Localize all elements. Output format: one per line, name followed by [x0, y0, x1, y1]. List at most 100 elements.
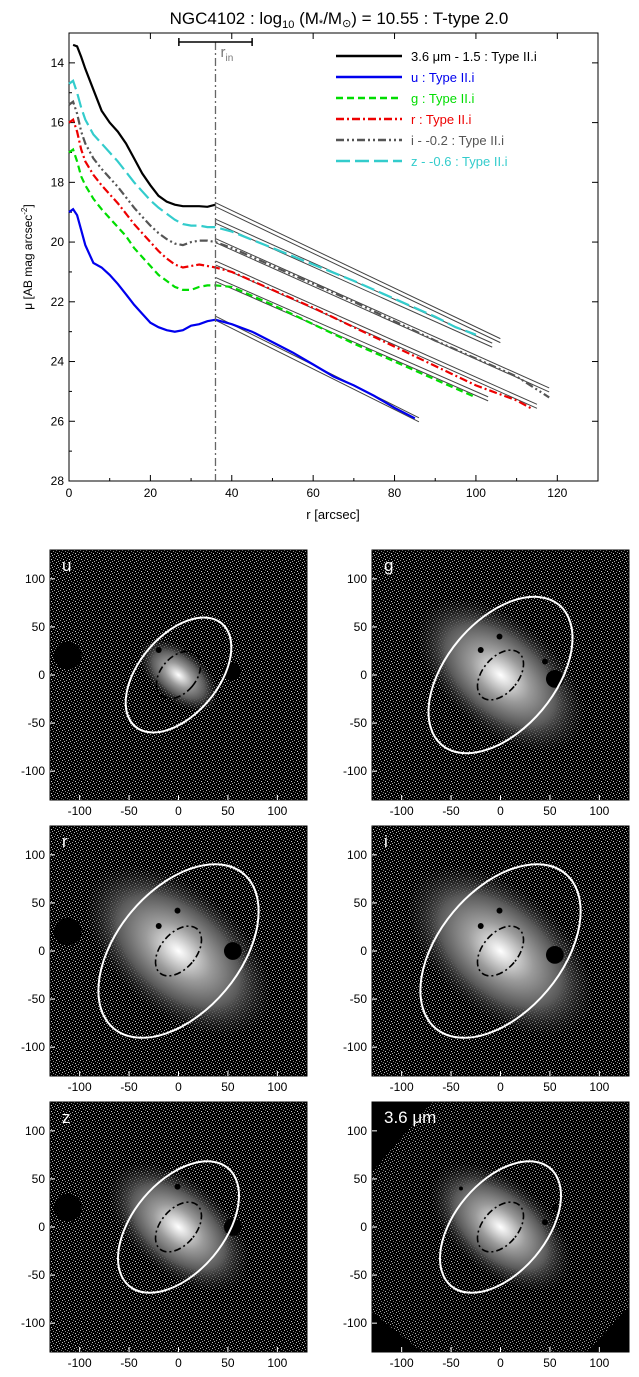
- y-tick-label: 50: [32, 620, 46, 634]
- y-tick-label: 24: [51, 355, 65, 369]
- y-tick-label: 20: [51, 235, 65, 249]
- image-panel-0: u -100 -50 0 50 100 100 50 0 -50 -100: [21, 549, 308, 818]
- y-tick-label: -50: [350, 1268, 368, 1282]
- y-tick-label: 26: [51, 414, 65, 428]
- x-tick-label: -50: [442, 804, 460, 818]
- y-tick-label: -100: [21, 764, 45, 778]
- galaxy-light: [406, 865, 595, 1037]
- y-tick-label: -100: [21, 1316, 45, 1330]
- star-mask: [542, 658, 548, 665]
- fit-line-upper: [215, 260, 538, 405]
- outer-ellipse: [419, 863, 582, 1039]
- fit-line-lower: [215, 319, 420, 423]
- y-tick-label: -50: [350, 992, 368, 1006]
- x-tick-label: 100: [589, 1356, 609, 1370]
- x-tick-label: -50: [120, 804, 138, 818]
- fit-line-upper: [215, 276, 489, 398]
- x-tick-label: 0: [175, 804, 182, 818]
- fit-line-upper: [215, 202, 501, 340]
- x-tick-label: -100: [390, 804, 414, 818]
- y-tick-label: -50: [28, 1268, 46, 1282]
- panel-label: 3.6 μm: [384, 1108, 436, 1127]
- x-tick-label: 120: [547, 486, 567, 500]
- series-line-3: [68, 117, 534, 411]
- x-tick-label: -100: [68, 804, 92, 818]
- x-tick-label: -50: [442, 1356, 460, 1370]
- y-tick-label: 14: [51, 56, 65, 70]
- series-line-0: [72, 43, 216, 208]
- chart-title: NGC4102 : log10 (M*/M⊙) = 10.55 : T-type…: [170, 9, 509, 31]
- series-line-4: [68, 99, 550, 399]
- x-tick-label: 80: [388, 486, 402, 500]
- y-tick-label: 0: [360, 668, 367, 682]
- star-mask: [155, 647, 162, 653]
- y-tick-label: 22: [51, 295, 65, 309]
- legend-label: g : Type II.i: [411, 91, 474, 106]
- x-axis-label: r [arcsec]: [306, 507, 359, 522]
- outer-ellipse: [97, 863, 260, 1039]
- axis-ticks: 0 20 40 60 80 100 120 14 16 18 20 22 24 26 28: [51, 32, 598, 500]
- y-tick-label: 0: [38, 944, 45, 958]
- image-panels: u -100 -50 0 50 100 100 50 0 -50 -100 g -100 -50 0 50 10…: [21, 549, 630, 1370]
- y-tick-label: 50: [354, 620, 368, 634]
- x-tick-label: 0: [497, 1080, 504, 1094]
- x-tick-label: 100: [589, 804, 609, 818]
- x-tick-label: 20: [144, 486, 158, 500]
- x-tick-label: 50: [543, 1080, 557, 1094]
- fit-line-upper: [215, 238, 550, 389]
- x-tick-label: 100: [589, 1080, 609, 1094]
- y-tick-label: -50: [28, 716, 46, 730]
- rin-label: rin: [220, 44, 233, 64]
- image-panel-2: r -100 -50 0 50 100 100 50 0 -50 -100: [21, 825, 308, 1094]
- x-tick-label: -50: [442, 1080, 460, 1094]
- outer-ellipse: [439, 1160, 562, 1294]
- y-tick-label: 50: [32, 896, 46, 910]
- x-tick-label: -50: [120, 1356, 138, 1370]
- x-tick-label: 100: [466, 486, 486, 500]
- x-tick-label: -100: [68, 1356, 92, 1370]
- star-mask: [458, 1186, 463, 1191]
- fit-line-lower: [215, 280, 489, 402]
- x-tick-label: -50: [120, 1080, 138, 1094]
- legend-label: r : Type II.i: [411, 112, 472, 127]
- y-tick-label: 28: [51, 474, 65, 488]
- galaxy-light: [429, 1162, 572, 1292]
- y-tick-label: 100: [347, 1124, 367, 1138]
- panel-label: i: [384, 832, 388, 851]
- rin-marker: rin: [178, 38, 253, 481]
- legend-label: 3.6 μm - 1.5 : Type II.i: [411, 49, 537, 64]
- x-tick-label: 0: [175, 1080, 182, 1094]
- star-mask: [477, 923, 484, 929]
- legend-label: u : Type II.i: [411, 70, 474, 85]
- y-tick-label: 0: [360, 1220, 367, 1234]
- series-lines: [68, 43, 550, 420]
- star-mask: [477, 647, 484, 653]
- series-line-5: [68, 79, 477, 336]
- fit-lines: [215, 202, 550, 423]
- image-panel-5: 3.6 μm -100 -50 0 50 100 100 50 0 -50 -100: [343, 1101, 630, 1370]
- y-tick-label: 18: [51, 175, 65, 189]
- galaxy-light: [138, 638, 219, 712]
- x-tick-label: 50: [221, 1080, 235, 1094]
- y-tick-label: 0: [38, 1220, 45, 1234]
- star-mask: [155, 923, 162, 929]
- panel-label: r: [62, 832, 68, 851]
- star-mask: [53, 917, 82, 946]
- star-mask: [53, 641, 82, 670]
- x-tick-label: 100: [267, 1356, 287, 1370]
- x-tick-label: 100: [267, 804, 287, 818]
- star-mask: [545, 669, 564, 688]
- x-tick-label: 50: [221, 1356, 235, 1370]
- star-mask: [551, 1204, 558, 1211]
- galaxy-light: [107, 1162, 250, 1292]
- y-tick-label: -100: [21, 1040, 45, 1054]
- profile-plot: 0 20 40 60 80 100 120 14 16 18 20 22 24 26 28 rin 3.6 …: [20, 32, 599, 522]
- star-mask: [496, 907, 503, 914]
- y-tick-label: 50: [32, 1172, 46, 1186]
- outer-ellipse: [427, 595, 574, 755]
- y-tick-label: 50: [354, 1172, 368, 1186]
- image-panel-3: i -100 -50 0 50 100 100 50 0 -50 -100: [343, 825, 630, 1094]
- panel-label: g: [384, 556, 393, 575]
- y-tick-label: -50: [28, 992, 46, 1006]
- y-tick-label: 100: [25, 1124, 45, 1138]
